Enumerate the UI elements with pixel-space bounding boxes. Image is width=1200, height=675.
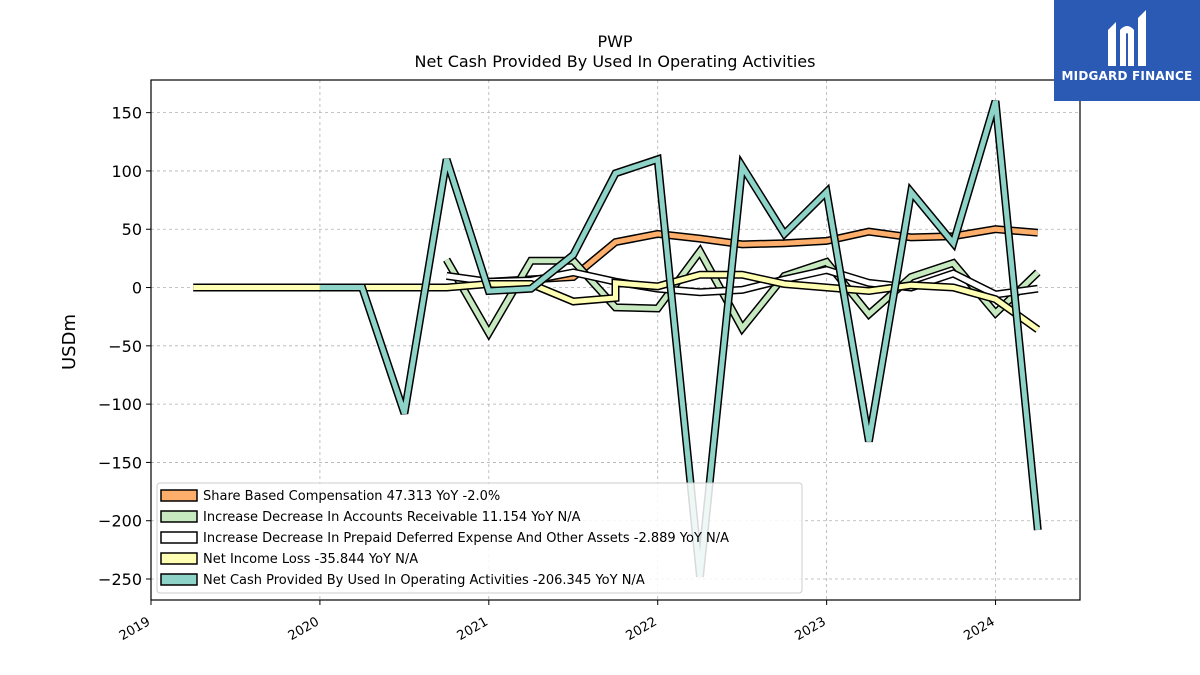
legend-swatch bbox=[160, 531, 198, 544]
y-tick-label: −100 bbox=[98, 395, 142, 414]
legend-label: Increase Decrease In Accounts Receivable… bbox=[203, 510, 581, 525]
x-axis: 2019 2020 2021 2022 2023 2024 bbox=[117, 600, 998, 644]
legend-label: Increase Decrease In Prepaid Deferred Ex… bbox=[203, 531, 729, 546]
legend-label: Net Income Loss -35.844 YoY N/A bbox=[203, 552, 418, 567]
legend-swatch bbox=[160, 573, 198, 586]
y-axis: 150 100 50 0 −50 −100 −150 −200 −250 bbox=[98, 104, 151, 589]
brand-name: MIDGARD FINANCE bbox=[1061, 69, 1193, 83]
plot-frame bbox=[150, 79, 1081, 601]
x-tick-label: 2021 bbox=[455, 614, 491, 644]
x-tick-label: 2024 bbox=[961, 614, 997, 644]
series-line-stroke bbox=[319, 100, 1041, 577]
series-line bbox=[443, 244, 1041, 341]
legend: Share Based Compensation 47.313 YoY -2.0… bbox=[156, 482, 803, 594]
legend-label: Share Based Compensation 47.313 YoY -2.0… bbox=[203, 489, 500, 504]
x-tick-label: 2022 bbox=[624, 614, 660, 644]
series-line-stroke bbox=[444, 246, 1040, 338]
y-tick-label: −250 bbox=[98, 570, 142, 589]
x-tick-label: 2023 bbox=[792, 614, 828, 644]
y-tick-label: −200 bbox=[98, 512, 142, 531]
y-tick-label: 50 bbox=[122, 220, 142, 239]
legend-label: Net Cash Provided By Used In Operating A… bbox=[203, 573, 645, 588]
legend-swatch bbox=[160, 510, 198, 523]
y-tick-label: 150 bbox=[111, 104, 142, 123]
y-tick-label: 100 bbox=[111, 162, 142, 181]
y-tick-label: −50 bbox=[108, 337, 142, 356]
series-group bbox=[193, 99, 1042, 578]
chart-title: PWP bbox=[597, 32, 632, 51]
x-tick-label: 2020 bbox=[286, 614, 322, 644]
series-line bbox=[319, 99, 1042, 578]
legend-swatch bbox=[160, 552, 198, 565]
chart-subtitle: Net Cash Provided By Used In Operating A… bbox=[415, 52, 816, 71]
x-tick-label: 2019 bbox=[117, 614, 153, 644]
y-tick-label: 0 bbox=[132, 279, 142, 298]
y-tick-label: −150 bbox=[98, 453, 142, 472]
midgard-logo-icon bbox=[1108, 10, 1146, 66]
y-axis-label: USDm bbox=[59, 314, 80, 370]
brand-logo: MIDGARD FINANCE bbox=[1054, 0, 1200, 101]
legend-box bbox=[156, 482, 803, 594]
legend-swatch bbox=[160, 489, 198, 502]
